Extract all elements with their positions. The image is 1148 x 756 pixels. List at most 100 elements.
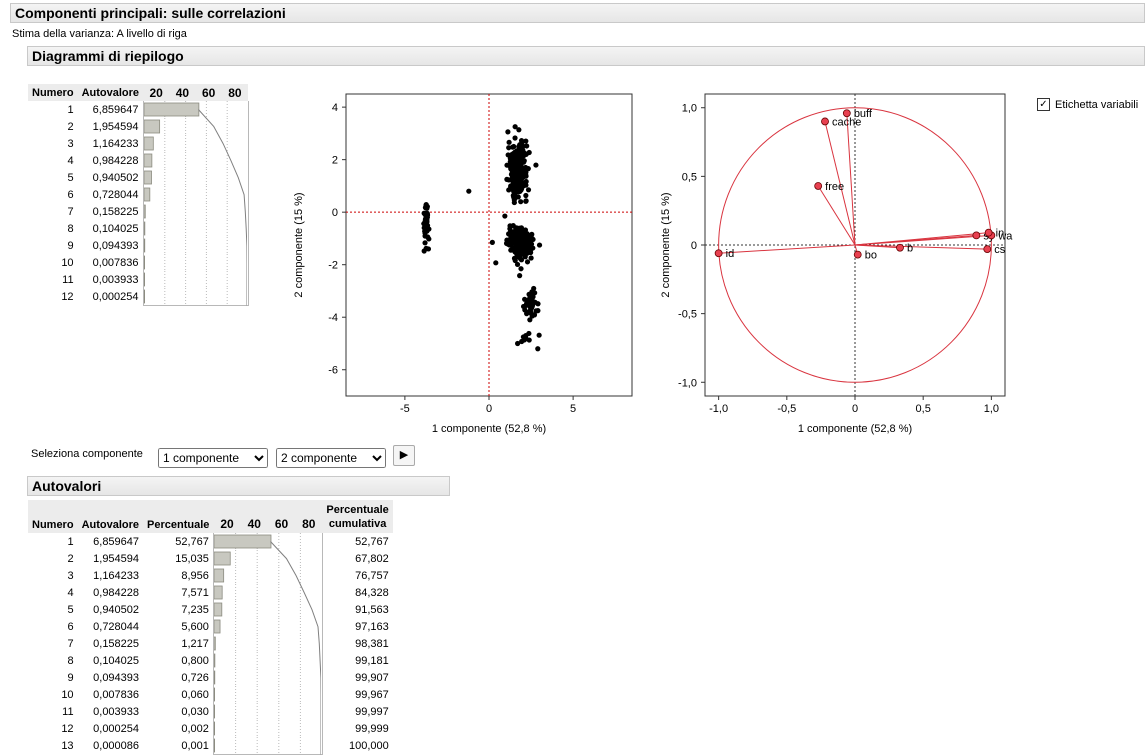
score-point bbox=[521, 159, 527, 165]
loading-vector bbox=[824, 121, 856, 246]
x-tick-label: 0 bbox=[486, 403, 492, 415]
score-point bbox=[518, 266, 524, 272]
cell-autovalore: 0,940502 bbox=[93, 603, 140, 616]
eigen-bar bbox=[213, 619, 221, 634]
cell-bar bbox=[212, 601, 323, 618]
score-point bbox=[522, 296, 528, 302]
cell-bar bbox=[142, 288, 249, 306]
score-point bbox=[520, 334, 526, 340]
cell-bar bbox=[212, 686, 323, 703]
cell-numero: 12 bbox=[61, 722, 74, 735]
y-tick-label: -1,0 bbox=[678, 377, 697, 389]
score-point bbox=[518, 257, 525, 263]
cell-numero: 3 bbox=[67, 569, 74, 582]
col-numero: Numero bbox=[28, 500, 78, 533]
score-point bbox=[523, 198, 529, 204]
col-numero: Numero bbox=[28, 84, 78, 101]
loading-point bbox=[814, 182, 823, 190]
score-point bbox=[524, 259, 531, 265]
cell-numero: 10 bbox=[61, 688, 74, 701]
cell-numero: 7 bbox=[67, 205, 74, 218]
x-tick-label: -0,5 bbox=[777, 403, 796, 415]
score-point bbox=[512, 124, 518, 130]
cell-bar bbox=[212, 635, 323, 652]
score-point bbox=[536, 242, 543, 248]
score-point bbox=[527, 304, 534, 310]
cell-percentuale: 0,726 bbox=[181, 671, 209, 684]
score-point bbox=[523, 151, 529, 157]
cell-bar bbox=[212, 737, 323, 755]
score-point bbox=[525, 187, 532, 193]
loading-point bbox=[984, 228, 993, 237]
cell-numero: 12 bbox=[61, 290, 74, 303]
score-point bbox=[466, 188, 472, 194]
select-component-label: Seleziona componente bbox=[31, 448, 143, 460]
cell-bar bbox=[212, 584, 323, 601]
cell-percentuale: 1,217 bbox=[181, 637, 209, 650]
score-point bbox=[529, 313, 535, 319]
table-row: 12 0,000254 bbox=[28, 288, 249, 306]
cell-autovalore: 0,728044 bbox=[92, 188, 139, 201]
table-row: 5 0,940502 7,235 91,563 bbox=[28, 601, 393, 618]
cell-autovalore: 0,000254 bbox=[93, 722, 140, 735]
score-point bbox=[515, 340, 521, 347]
cell-numero: 2 bbox=[67, 552, 74, 565]
checkbox-label: Etichetta variabili bbox=[1055, 98, 1139, 111]
cell-autovalore: 0,007836 bbox=[93, 688, 140, 701]
cell-numero: 8 bbox=[67, 654, 74, 667]
score-point bbox=[523, 169, 529, 175]
cell-autovalore: 0,984228 bbox=[92, 154, 139, 167]
tick: 80 bbox=[302, 517, 316, 531]
x-tick-label: 5 bbox=[570, 403, 576, 415]
y-tick-label: 4 bbox=[332, 102, 338, 114]
cell-percentuale: 5,600 bbox=[181, 620, 209, 633]
unit-circle bbox=[718, 107, 992, 383]
cell-percentuale: 0,060 bbox=[181, 688, 209, 701]
cell-numero: 3 bbox=[67, 137, 74, 150]
cell-numero: 5 bbox=[67, 171, 74, 184]
loading-label-b: b bbox=[907, 243, 913, 255]
col-cumulativa-line2: cumulativa bbox=[328, 517, 387, 530]
eigenvalues-title[interactable]: Autovalori bbox=[27, 476, 450, 496]
eigen-bar bbox=[213, 568, 224, 583]
y-tick-label: 1,0 bbox=[682, 103, 697, 115]
loading-label-cache: cache bbox=[832, 116, 861, 128]
score-point bbox=[504, 176, 510, 182]
eigen-bar bbox=[213, 653, 216, 668]
loading-vector bbox=[854, 232, 989, 246]
loading-vector bbox=[854, 244, 988, 250]
cell-numero: 13 bbox=[61, 739, 74, 752]
table-row: 6 0,728044 bbox=[28, 186, 249, 203]
score-point bbox=[489, 239, 495, 245]
cell-autovalore: 0,158225 bbox=[93, 637, 140, 650]
cell-cumulativa: 99,907 bbox=[322, 669, 393, 686]
cell-percentuale: 52,767 bbox=[175, 535, 209, 548]
report-title[interactable]: Componenti principali: sulle correlazion… bbox=[10, 3, 1145, 23]
eigen-bar bbox=[213, 721, 215, 736]
score-point bbox=[512, 257, 518, 264]
second-component-select[interactable]: 2 componente bbox=[276, 448, 386, 468]
cell-cumulativa: 99,999 bbox=[322, 720, 393, 737]
x-tick-label: -5 bbox=[400, 403, 410, 415]
score-point bbox=[506, 139, 512, 145]
first-component-select[interactable]: 1 componente bbox=[158, 448, 268, 468]
cell-bar bbox=[142, 169, 249, 186]
summary-title[interactable]: Diagrammi di riepilogo bbox=[27, 46, 1145, 66]
score-point bbox=[521, 242, 527, 249]
score-point bbox=[517, 228, 523, 234]
table-row: 4 0,984228 bbox=[28, 152, 249, 169]
y-tick-label: -2 bbox=[328, 260, 338, 272]
col-cumulativa: Percentuale cumulativa bbox=[322, 500, 393, 533]
score-point bbox=[520, 235, 526, 242]
checkbox-check-icon[interactable]: ✓ bbox=[1037, 98, 1050, 111]
eigen-bar bbox=[143, 102, 199, 117]
score-point bbox=[529, 231, 535, 237]
score-point bbox=[527, 317, 533, 323]
run-arrow-button[interactable]: ▶ bbox=[393, 445, 415, 466]
score-point bbox=[516, 127, 522, 133]
loading-point bbox=[896, 243, 904, 252]
label-variables-checkbox[interactable]: ✓ Etichetta variabili bbox=[1037, 98, 1138, 111]
cell-bar bbox=[212, 703, 323, 720]
score-point bbox=[506, 162, 512, 169]
cell-cumulativa: 91,563 bbox=[322, 601, 393, 618]
